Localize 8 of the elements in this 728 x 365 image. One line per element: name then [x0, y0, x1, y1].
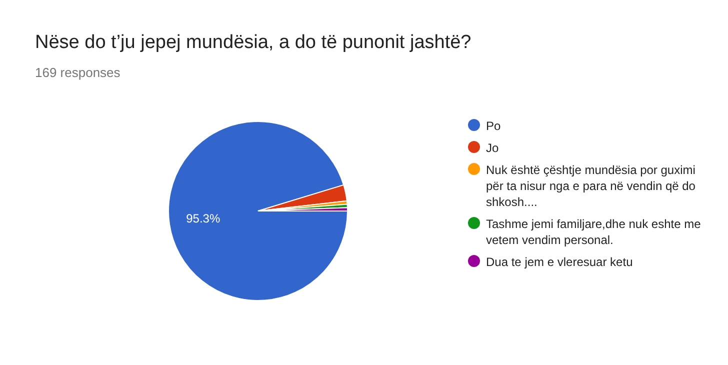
- legend-label: Dua te jem e vleresuar ketu: [486, 254, 633, 270]
- legend-label: Tashme jemi familjare,dhe nuk eshte me vetem vendim personal.: [486, 216, 702, 248]
- legend-label: Po: [486, 118, 501, 134]
- chart-title: Nëse do t’ju jepej mundësia, a do të punonit jashtë?: [35, 32, 472, 54]
- data-label: 95.3%: [186, 211, 220, 226]
- legend-label: Nuk është çështje mundësia por guximi për ta nisur nga e para në vendin që do shkosh....: [486, 162, 696, 210]
- legend-label: Jo: [486, 140, 499, 156]
- chart-subtitle: 169 responses: [35, 65, 120, 80]
